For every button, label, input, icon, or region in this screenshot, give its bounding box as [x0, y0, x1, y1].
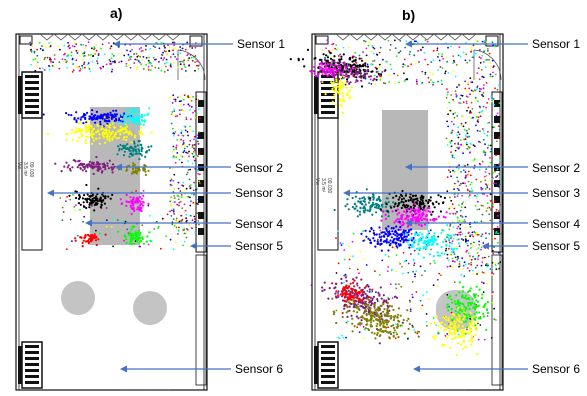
panel-b-sensor-5-label: Sensor 5: [532, 239, 581, 253]
panel-a-round-table: [61, 281, 95, 315]
panel-a-sensor-2-label: Sensor 2: [235, 161, 284, 175]
ceiling-trace: [335, 33, 477, 41]
panel-b-title: b): [402, 7, 416, 23]
panel-a-floor-plan: [15, 33, 208, 391]
panel-a-sensor-1-label: Sensor 1: [237, 37, 286, 51]
panel-a-point-cluster: [68, 183, 114, 212]
panel-a-point-cluster: [118, 107, 151, 127]
panel-b-point-cluster: [324, 75, 353, 114]
panel-b-sensor-6-arrow: [413, 365, 528, 373]
panel-a-point-cluster: [54, 155, 121, 175]
panel-b-point-cluster: [360, 220, 439, 252]
panel-b-point-cluster: [429, 307, 479, 356]
panel-a-sensor-1-arrow: [113, 40, 233, 48]
ceiling-trace: [39, 33, 181, 41]
panel-a-scattered-points: [29, 41, 201, 73]
panel-b-sensor-1-label: Sensor 1: [532, 37, 581, 51]
panel-b-sensor-3-arrow: [343, 189, 528, 197]
panel-b-point-cluster: [309, 60, 355, 78]
outer-wall: [311, 33, 504, 391]
panel-b-sensor-4-arrow: [405, 219, 528, 227]
panel-a-sensor-4-label: Sensor 4: [235, 217, 284, 231]
panel-b-sensor-6-label: Sensor 6: [532, 362, 581, 376]
door-arc: [177, 49, 206, 81]
panel-b-sensor-2-label: Sensor 2: [532, 161, 581, 175]
panel-a-sensor-5-arrow: [190, 242, 231, 250]
panel-a-sensor-3-label: Sensor 3: [235, 186, 284, 200]
panel-a-room-label: 09.030 3.5 m² Vw: [16, 162, 34, 178]
panel-a-sensor-6-arrow: [120, 365, 231, 373]
hvac-unit-bottom: [18, 341, 43, 389]
door-arc: [473, 49, 502, 81]
panel-b-sensor-4-label: Sensor 4: [532, 217, 581, 231]
side-partition: [317, 99, 339, 251]
panel-a-point-cluster: [74, 233, 107, 248]
panel-a-point-cluster: [116, 225, 152, 245]
panel-a-point-cluster: [116, 139, 153, 161]
panel-a-round-table: [133, 291, 167, 325]
panel-a-sensor-2-arrow: [115, 163, 231, 171]
hvac-unit-bottom: [314, 341, 339, 389]
panel-a-sensor-5-label: Sensor 5: [235, 239, 284, 253]
panel-b-sensor-5-arrow: [482, 242, 528, 250]
panel-b-sensor-3-label: Sensor 3: [532, 186, 581, 200]
panel-b-point-cluster: [289, 48, 409, 88]
panel-a-sensor-4-arrow: [85, 219, 231, 227]
panel-b-sensor-2-arrow: [405, 163, 528, 171]
panel-b-room-label: 09.030 3.5 m² Vw: [314, 178, 332, 194]
panel-a-sensor-3-arrow: [47, 189, 231, 197]
outer-wall: [15, 33, 208, 391]
panel-a-title: a): [110, 5, 123, 21]
hvac-unit-top: [18, 71, 43, 119]
panel-b-point-cluster: [404, 224, 461, 263]
panel-b-point-cluster: [331, 297, 420, 340]
panel-b-sensor-1-arrow: [405, 40, 528, 48]
panel-a-sensor-6-label: Sensor 6: [235, 362, 284, 376]
panel-b-point-cluster: [331, 276, 374, 306]
panel-b-scattered-points: [335, 229, 497, 341]
panel-a-point-cluster: [46, 116, 153, 145]
panel-b-point-cluster: [310, 276, 404, 345]
panel-a-point-cluster: [42, 109, 133, 128]
panel-a-point-cluster: [119, 192, 150, 216]
